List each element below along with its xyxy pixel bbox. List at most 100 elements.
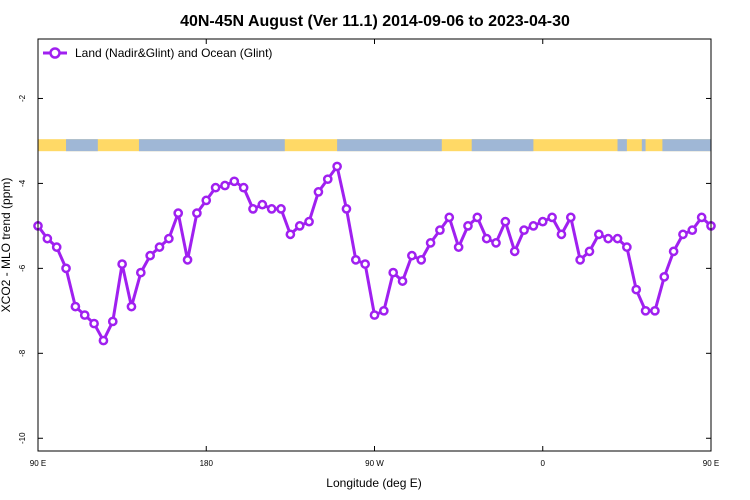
data-point [537, 216, 548, 227]
data-point [182, 255, 193, 265]
x-axis-label: Longitude (deg E) [326, 476, 421, 490]
data-point [126, 301, 137, 312]
data-point [350, 255, 361, 265]
data-point [42, 233, 53, 244]
data-point [435, 225, 445, 235]
data-point [360, 259, 371, 269]
legend-entry: Land (Nadir&Glint) and Ocean (Glint) [75, 46, 272, 60]
data-point [61, 263, 71, 274]
x-axis: 90 E 180 90 W 0 90 E [30, 39, 719, 468]
data-point [257, 199, 268, 210]
data-point [135, 267, 146, 278]
surface-bar-ocean-segment [662, 139, 711, 152]
data-point [509, 246, 520, 257]
data-point [631, 284, 642, 295]
data-point [650, 305, 660, 316]
data-point [220, 180, 230, 191]
data-point [378, 305, 389, 316]
data-point [117, 259, 127, 269]
x-tick-label: 180 [200, 459, 214, 468]
y-tick-label: -10 [18, 432, 27, 444]
surface-bar-ocean-segment [66, 139, 98, 152]
data-point [547, 212, 557, 223]
data-point [388, 267, 399, 278]
data-point [463, 221, 473, 231]
data-point [192, 208, 202, 218]
x-tick-label: 90 E [30, 459, 46, 468]
data-point [622, 242, 632, 252]
data-point [70, 301, 81, 312]
y-tick-label: -6 [18, 264, 27, 272]
data-point [472, 212, 483, 223]
series-layer [33, 161, 716, 346]
y-tick-label: -2 [18, 94, 27, 102]
surface-bar-ocean-segment [337, 139, 442, 152]
data-point [79, 310, 90, 320]
data-point [248, 204, 258, 214]
data-point [98, 335, 109, 346]
data-point [332, 161, 342, 172]
data-point [276, 204, 286, 214]
data-point [294, 221, 305, 231]
x-tick-label: 0 [541, 459, 546, 468]
data-point [687, 225, 698, 235]
surface-type-bar [38, 139, 711, 152]
data-point [407, 250, 417, 261]
data-point [164, 233, 174, 244]
data-point [696, 212, 707, 223]
data-point [210, 182, 221, 193]
data-point [678, 229, 688, 240]
legend: Land (Nadir&Glint) and Ocean (Glint) [43, 46, 272, 60]
data-point [491, 238, 501, 248]
y-axis-label: XCO2 - MLO trend (ppm) [0, 178, 13, 313]
data-point [575, 255, 585, 265]
data-point [556, 229, 567, 240]
surface-bar-ocean-segment [471, 139, 534, 152]
data-point [519, 225, 529, 235]
chart-title: 40N-45N August (Ver 11.1) 2014-09-06 to … [180, 13, 570, 30]
data-point [201, 195, 212, 206]
data-point [593, 229, 604, 240]
data-point [416, 255, 427, 265]
data-point [668, 246, 679, 257]
x-tick-label: 90 E [703, 459, 719, 468]
data-point [425, 238, 436, 248]
y-tick-label: -4 [18, 179, 27, 187]
y-axis: -2 -4 -6 -8 -10 [18, 94, 711, 444]
data-point [640, 305, 651, 316]
legend-marker-swatch [49, 47, 61, 59]
data-point [238, 182, 249, 193]
data-point [528, 221, 539, 231]
surface-bar-ocean-segment [138, 139, 285, 152]
data-point [453, 242, 464, 252]
data-point [565, 212, 576, 223]
data-point [659, 272, 670, 282]
data-point [500, 216, 511, 227]
data-point [51, 242, 62, 252]
data-point [584, 246, 595, 257]
data-point [173, 208, 184, 218]
data-point [154, 242, 165, 252]
data-point [369, 310, 380, 320]
surface-bar-ocean-segment [617, 139, 627, 152]
data-point [285, 229, 296, 240]
data-point [341, 204, 352, 214]
x-tick-label: 90 W [365, 459, 384, 468]
data-point [481, 233, 492, 244]
data-point [145, 250, 156, 261]
data-point [322, 174, 333, 185]
plot-frame [37, 38, 712, 452]
data-point [603, 233, 614, 244]
data-point [89, 318, 99, 329]
data-point [107, 316, 118, 327]
data-point [397, 276, 408, 286]
y-tick-label: -8 [18, 349, 27, 357]
data-point [313, 187, 324, 197]
data-point [266, 204, 277, 214]
data-point [444, 212, 455, 223]
data-point [612, 233, 623, 244]
data-point [229, 176, 240, 187]
data-point [304, 216, 314, 227]
surface-bar-ocean-segment [641, 139, 646, 152]
